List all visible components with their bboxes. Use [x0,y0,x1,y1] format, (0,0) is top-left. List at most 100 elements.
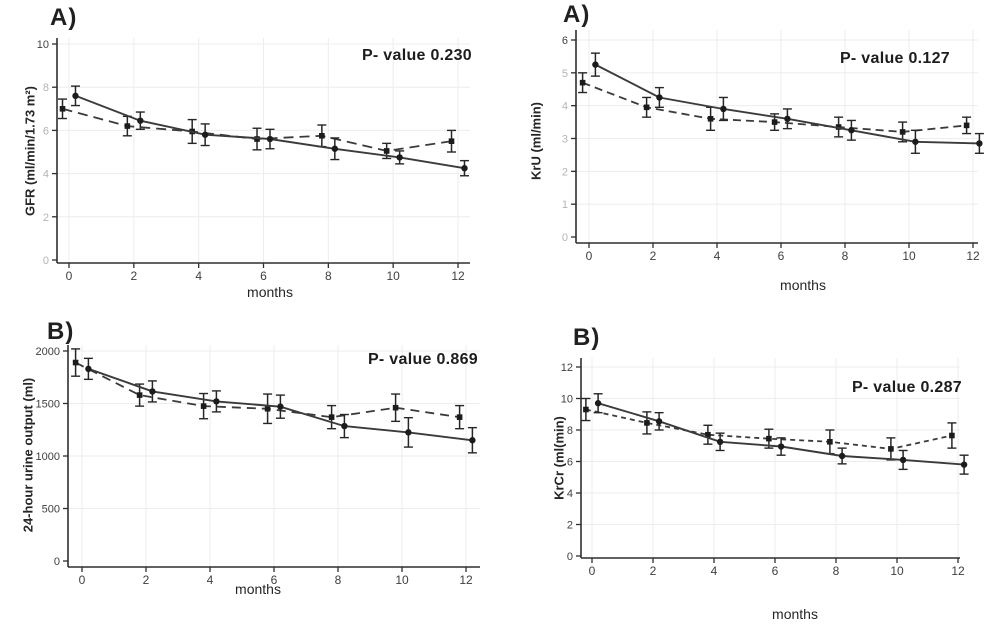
x-axis-title-kru: months [780,277,826,293]
x-tick-label: 0 [586,249,593,263]
x-tick-label: 0 [79,573,86,587]
x-tick-label: 10 [890,564,904,578]
x-tick-label: 0 [589,564,596,578]
p-value-kru: P- value 0.127 [839,50,950,67]
data-point-marker [720,105,727,113]
y-tick-label: 5 [562,68,568,80]
data-point-marker [85,365,92,373]
y-tick-label: 1500 [36,399,60,411]
y-tick-label: 8 [43,82,49,94]
x-tick-label: 2 [650,249,657,263]
y-tick-label: 500 [42,504,60,516]
series-dashed [71,348,465,430]
data-point-marker [461,165,468,172]
y-tick-label: 4 [567,488,573,500]
data-point-marker [963,122,970,129]
x-axis-title-gfr: months [247,284,293,300]
series-solid [70,85,469,177]
x-tick-label: 12 [966,249,980,263]
x-tick-label: 6 [260,269,267,283]
panel-label-krcr: B) [573,324,601,351]
series-dashed [581,397,957,461]
y-tick-label: 6 [43,125,49,137]
x-tick-label: 4 [711,564,718,578]
x-tick-label: 6 [778,249,785,263]
panel-label-kru: A) [563,1,591,28]
x-tick-label: 8 [842,249,849,263]
data-point-marker [655,418,663,425]
chart-krcr: 0 2 4 6 8 10 12 0 2 4 6 8 10 12 [561,358,969,578]
x-tick-label: 12 [459,573,473,587]
panel-label-urine: B) [47,318,75,345]
data-point-marker [328,414,335,420]
data-point-marker [213,398,220,405]
data-point-marker [960,461,968,468]
data-point-marker [899,456,907,464]
y-tick-label: 1000 [36,451,60,463]
y-axis-title-urine: 24-hour urine output (ml) [20,377,36,533]
data-point-marker [124,123,131,129]
data-point-marker [341,422,348,430]
y-tick-label: 0 [562,232,568,244]
y-tick-label: 2 [567,520,573,532]
data-point-marker [716,438,724,446]
p-value-krcr: P- value 0.287 [851,379,962,396]
x-tick-label: 10 [386,269,400,283]
data-point-marker [456,414,463,420]
data-point-marker [469,437,476,444]
x-tick-label: 10 [902,249,916,263]
data-point-marker [392,404,399,411]
x-axis-title-krcr: months [772,606,818,622]
x-tick-label: 8 [833,564,840,578]
data-point-marker [200,403,207,409]
x-tick-label: 4 [714,249,721,263]
x-tick-label: 6 [271,573,278,587]
data-point-marker [331,145,339,152]
x-tick-label: 2 [130,269,137,283]
x-tick-label: 10 [395,573,409,587]
data-point-marker [899,129,906,135]
y-tick-label: 0 [43,255,49,267]
series-dashed [58,98,457,160]
data-point-marker [583,406,589,413]
y-tick-label: 1 [562,199,568,211]
series-solid [83,357,477,454]
data-point-marker [136,392,143,398]
data-point-marker [266,135,274,143]
data-point-marker [848,127,855,134]
y-tick-label: 0 [567,551,573,563]
data-point-marker [579,79,586,86]
y-axis-title-krcr: KrCr (ml(min) [551,416,567,500]
data-point-marker [396,154,403,161]
data-point-marker [784,115,791,123]
data-point-marker [705,431,711,438]
y-axis-title-kru: KrU (ml/min) [528,102,544,180]
y-tick-label: 2 [43,212,49,224]
data-point-marker [777,443,785,450]
data-point-marker [405,429,412,436]
x-tick-label: 12 [951,564,965,578]
data-point-marker [771,119,778,125]
data-point-marker [137,117,144,124]
data-point-marker [592,61,599,68]
data-point-marker [888,446,894,452]
data-point-marker [912,138,919,145]
data-point-marker [277,403,284,410]
data-point-marker [319,133,325,139]
data-point-marker [59,106,66,112]
chart-gfr: 0 2 4 6 8 10 0 2 4 6 8 10 12 [37,38,470,283]
p-value-gfr: P- value 0.230 [361,47,472,64]
data-point-marker [835,124,842,130]
data-point-marker [264,405,271,412]
data-point-marker [644,420,650,426]
data-point-marker [976,140,983,147]
data-point-marker [72,359,79,366]
data-point-marker [594,400,602,407]
x-axis-title-urine: months [235,581,281,597]
y-tick-label: 6 [567,457,573,469]
data-point-marker [149,388,156,395]
data-point-marker [827,439,833,445]
p-value-urine: P- value 0.869 [367,351,478,368]
